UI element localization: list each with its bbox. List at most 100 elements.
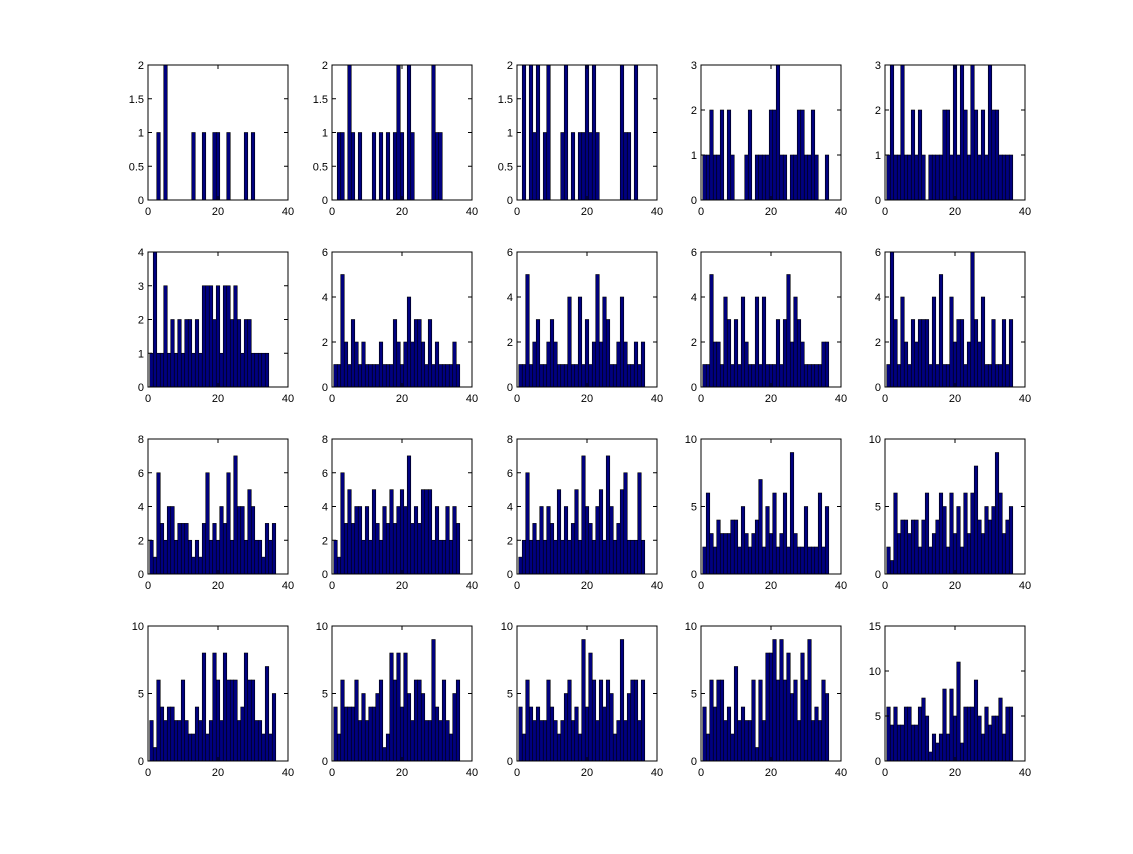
y-tick-label: 1.5 (129, 94, 144, 106)
histogram-bar (452, 506, 457, 575)
histogram-bar (163, 539, 168, 575)
histogram-bar (910, 724, 916, 762)
histogram-bar (924, 492, 930, 575)
histogram-bar (535, 319, 541, 388)
histogram-bar (761, 720, 767, 762)
histogram-bar (824, 693, 830, 762)
histogram-bar (567, 296, 572, 388)
histogram-bar (396, 652, 401, 762)
histogram-bar (959, 546, 965, 575)
histogram-bar (889, 724, 895, 762)
x-tick-label: 40 (1019, 580, 1031, 592)
histogram-bar (931, 296, 937, 388)
histogram-bar (907, 154, 912, 201)
x-tick-label: 40 (1019, 393, 1031, 405)
histogram-bar (1005, 706, 1010, 762)
histogram-bar (382, 506, 387, 575)
histogram-bar (591, 341, 597, 388)
histogram-bar (187, 539, 193, 575)
histogram-bar (243, 319, 249, 388)
histogram-bar (817, 492, 823, 575)
histogram-bar (549, 319, 555, 388)
histogram-bar (584, 706, 590, 762)
histogram-bar (733, 666, 739, 762)
histogram-bar (427, 720, 433, 762)
histogram-bar (542, 539, 548, 575)
x-tick-label: 20 (581, 580, 593, 592)
histogram-bar (980, 109, 986, 201)
x-tick-label: 40 (282, 393, 294, 405)
histogram-bar (354, 679, 359, 762)
histogram-bar (385, 733, 391, 762)
histogram-bar (740, 706, 746, 762)
histogram-bar (956, 661, 961, 762)
x-tick-label: 0 (329, 580, 335, 592)
histogram-bar (980, 733, 986, 762)
histogram-bar (709, 533, 714, 575)
histogram-bar (931, 533, 937, 575)
histogram-bar (821, 341, 826, 388)
histogram-bar (602, 296, 607, 388)
histogram-bar (198, 556, 203, 575)
histogram-bar (751, 679, 756, 762)
x-tick-label: 40 (651, 206, 663, 218)
histogram-bar (609, 364, 614, 388)
y-tick-label: 2 (138, 315, 144, 327)
bar-series (518, 455, 646, 575)
histogram-bar (977, 154, 982, 201)
histogram-bar (949, 688, 954, 762)
x-tick-label: 20 (396, 206, 408, 218)
histogram-bar (584, 319, 590, 388)
histogram-bar (560, 132, 565, 201)
histogram-bar (240, 706, 245, 762)
histogram-bar (539, 506, 544, 575)
histogram-bar (588, 364, 593, 388)
x-tick-label: 40 (651, 393, 663, 405)
histogram-bar (928, 364, 933, 388)
histogram-bar (959, 742, 965, 762)
histogram-bar (396, 506, 401, 575)
histogram-bar (229, 539, 235, 575)
histogram-bar (357, 132, 363, 201)
histogram-bar (616, 523, 621, 575)
histogram-bar (886, 706, 891, 762)
histogram-bar (219, 720, 224, 762)
histogram-bar (970, 64, 975, 201)
y-tick-label: 8 (322, 434, 328, 446)
histogram-bar (824, 341, 830, 388)
histogram-bar (949, 154, 954, 201)
histogram-bar (392, 319, 398, 388)
histogram-bar (768, 533, 774, 575)
histogram-bar (712, 341, 718, 388)
y-tick-label: 0 (691, 382, 697, 394)
histogram-bar (994, 364, 1000, 388)
histogram-bar (910, 519, 916, 575)
histogram-bar (420, 341, 426, 388)
histogram-bar (591, 679, 597, 762)
y-tick-label: 2 (875, 105, 881, 117)
y-tick-label: 10 (869, 434, 881, 446)
y-tick-label: 4 (507, 292, 513, 304)
histogram-bar (1005, 364, 1010, 388)
histogram-bar (931, 733, 937, 762)
histogram-bar (935, 742, 940, 762)
histogram-bar (577, 132, 583, 201)
x-tick-label: 0 (145, 206, 151, 218)
histogram-bar (716, 519, 721, 575)
y-tick-label: 4 (138, 247, 144, 259)
histogram-bar (709, 109, 714, 201)
histogram-bar (556, 364, 562, 388)
histogram-bar (998, 697, 1003, 762)
histogram-bar (730, 733, 735, 762)
bar-series (702, 274, 830, 388)
histogram-bar (789, 154, 795, 201)
histogram-bar (991, 109, 996, 201)
histogram-bar (772, 492, 777, 575)
histogram-bar (921, 519, 926, 575)
histogram-bar (152, 251, 158, 388)
histogram-bar (448, 539, 454, 575)
y-tick-label: 2 (507, 337, 513, 349)
histogram-bar (619, 296, 625, 388)
histogram-bar (761, 546, 767, 575)
